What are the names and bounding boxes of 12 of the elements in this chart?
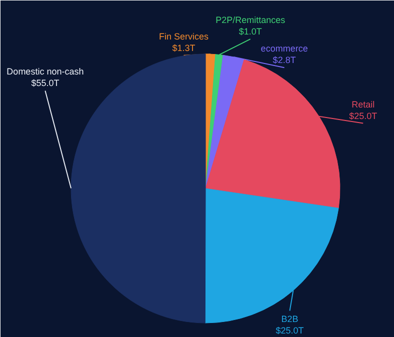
- data-label: $1.3T: [172, 42, 196, 53]
- data-label: $1.0T: [238, 26, 262, 37]
- slice-label: B2B: [281, 314, 298, 324]
- slice-label: Domestic non-cash: [6, 66, 84, 77]
- slice-label: ecommerce: [260, 44, 308, 54]
- slice-label: P2P/Remittances: [216, 15, 286, 26]
- slice-label: Retail: [352, 99, 375, 110]
- data-label: $25.0T: [276, 325, 304, 336]
- data-label: $2.8T: [272, 55, 296, 66]
- data-label: $55.0T: [31, 78, 60, 88]
- slice-label: Fin Services: [159, 31, 210, 42]
- data-label: $25.0T: [349, 110, 378, 121]
